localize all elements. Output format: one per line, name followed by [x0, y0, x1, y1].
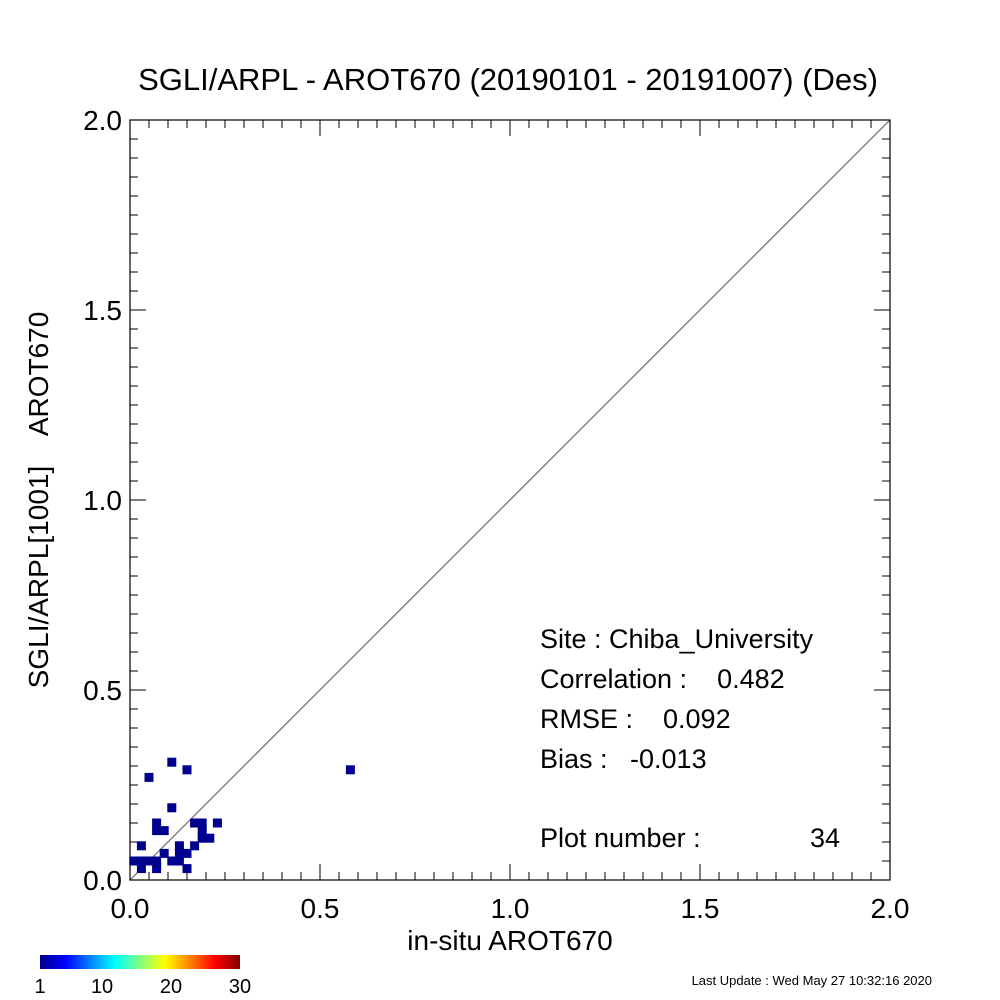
- colorbar-tick-label: 10: [91, 976, 113, 998]
- data-point: [167, 757, 177, 767]
- x-axis-label: in-situ AROT670: [407, 925, 612, 956]
- y-tick-label: 1.5: [83, 295, 122, 326]
- stat-plot-number-value: 34: [810, 823, 840, 853]
- x-tick-label: 1.0: [491, 893, 530, 924]
- x-tick-label: 0.5: [301, 893, 340, 924]
- colorbar-tick-labels: 1 10 20 30: [34, 976, 251, 998]
- chart-title: SGLI/ARPL - AROT670 (20190101 - 20191007…: [138, 62, 878, 97]
- data-point: [182, 765, 192, 775]
- data-point: [182, 864, 192, 874]
- data-points: [129, 757, 355, 874]
- stat-correlation: Correlation : 0.482: [540, 664, 785, 694]
- data-point: [144, 856, 154, 866]
- stat-rmse: RMSE : 0.092: [540, 704, 731, 734]
- data-point: [174, 848, 184, 858]
- y-tick-label: 1.0: [83, 485, 122, 516]
- data-point: [205, 833, 215, 843]
- stats-box: Site : Chiba_University Correlation : 0.…: [540, 624, 840, 853]
- data-point: [136, 856, 146, 866]
- data-point: [144, 772, 154, 782]
- data-point: [174, 856, 184, 866]
- data-point: [152, 856, 162, 866]
- data-point: [182, 848, 192, 858]
- data-point: [174, 841, 184, 851]
- data-point: [152, 864, 162, 874]
- stat-site: Site : Chiba_University: [540, 624, 814, 654]
- x-tick-labels: 0.0 0.5 1.0 1.5 2.0: [111, 893, 910, 924]
- plot-area: [129, 119, 891, 881]
- stat-plot-number: Plot number :: [540, 823, 701, 853]
- data-point: [197, 826, 207, 836]
- data-point: [152, 818, 162, 828]
- y-axis-label: SGLI/ARPL[1001] AROT670: [23, 312, 54, 689]
- data-point: [190, 818, 200, 828]
- x-tick-label: 0.0: [111, 893, 150, 924]
- data-point: [159, 826, 169, 836]
- y-tick-label: 0.0: [83, 865, 122, 896]
- data-point: [136, 864, 146, 874]
- colorbar-tick-label: 30: [229, 976, 251, 998]
- data-point: [197, 833, 207, 843]
- y-tick-labels: 0.0 0.5 1.0 1.5 2.0: [83, 105, 122, 896]
- x-tick-label: 1.5: [681, 893, 720, 924]
- colorbar-tick-label: 20: [160, 976, 182, 998]
- minor-ticks: [129, 119, 891, 881]
- data-point: [159, 848, 169, 858]
- data-point: [197, 818, 207, 828]
- data-point: [167, 803, 177, 813]
- data-point: [129, 856, 139, 866]
- data-point: [136, 841, 146, 851]
- data-point: [190, 841, 200, 851]
- one-to-one-line: [129, 119, 891, 881]
- data-point: [167, 856, 177, 866]
- colorbar-tick-label: 1: [34, 976, 45, 998]
- stat-bias: Bias : -0.013: [540, 744, 707, 774]
- x-tick-label: 2.0: [871, 893, 910, 924]
- y-tick-label: 2.0: [83, 105, 122, 136]
- y-tick-label: 0.5: [83, 675, 122, 706]
- data-point: [212, 818, 222, 828]
- data-point: [152, 826, 162, 836]
- last-update-text: Last Update : Wed May 27 10:32:16 2020: [692, 973, 932, 988]
- colorbar: 1 10 20 30: [34, 955, 251, 998]
- data-point: [345, 765, 355, 775]
- colorbar-gradient: [40, 955, 240, 969]
